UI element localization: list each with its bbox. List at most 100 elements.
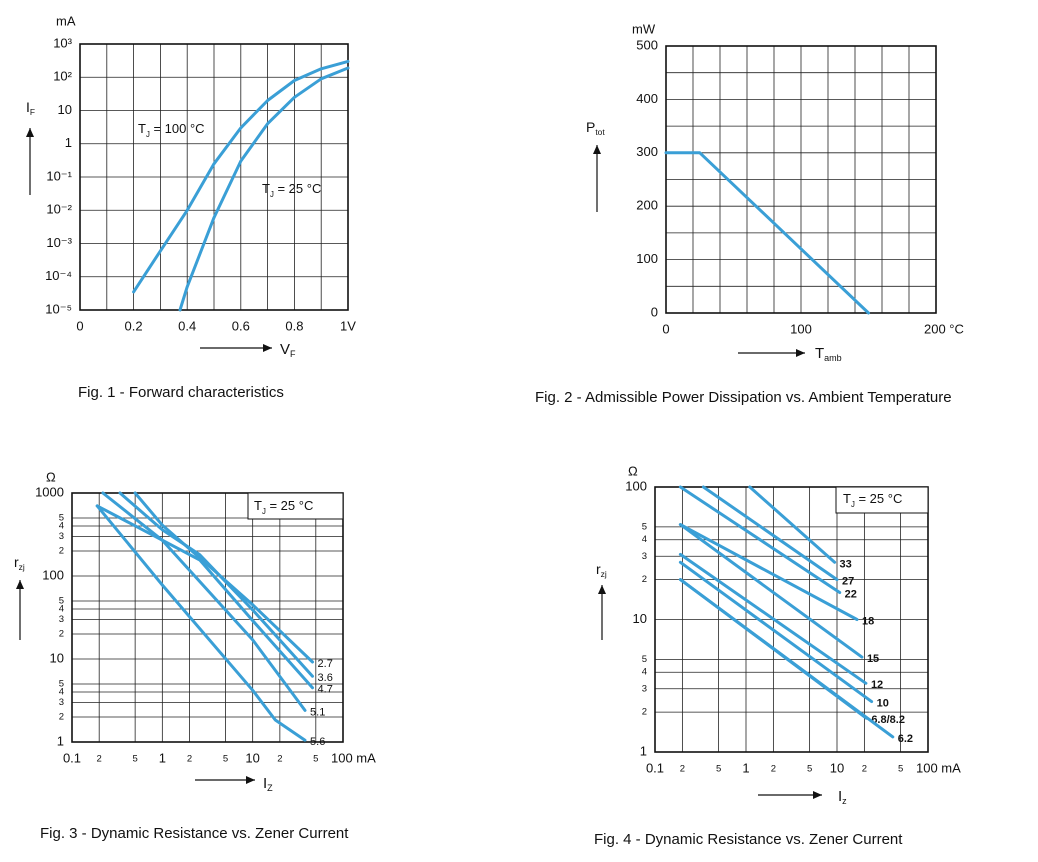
curve-label: 3.6	[318, 672, 333, 684]
arrow-head	[246, 776, 255, 784]
x-tick-label: 10	[245, 750, 259, 765]
x-tick-label: 2	[680, 764, 685, 775]
y-axis-label-sub: tot	[595, 127, 605, 137]
y-axis-label: rzj	[596, 561, 607, 580]
curve	[678, 523, 864, 659]
curve	[678, 485, 842, 594]
arrow-head	[796, 349, 805, 357]
note-box	[247, 492, 344, 520]
x-tick-label: 0.4	[178, 318, 196, 333]
x-tick-label: 0.1	[646, 760, 664, 775]
x-axis-label-sub: amb	[824, 353, 842, 363]
x-tick-label: 2	[277, 754, 282, 765]
y-tick-label: 10	[50, 650, 64, 665]
y-tick-label: 1	[57, 733, 64, 748]
x-axis-label: IZ	[263, 775, 273, 793]
curve	[701, 485, 839, 582]
curve	[678, 560, 874, 704]
x-axis-label-sub: F	[290, 349, 296, 359]
x-axis-label-main: T	[815, 345, 824, 362]
y-axis-label: rzj	[14, 554, 25, 573]
y-tick-label: 4	[59, 521, 64, 532]
y-tick-label: 3	[642, 551, 647, 562]
y-tick-label: 3	[642, 683, 647, 694]
y-tick-label: 1000	[35, 484, 64, 499]
curve-label: 12	[871, 679, 883, 691]
y-tick-label: 200	[636, 198, 658, 213]
y-axis-label-main: r	[14, 554, 19, 570]
curve-label: 27	[842, 576, 854, 588]
annotation: TJ = 25 °C	[262, 181, 321, 198]
y-tick-label: 10²	[53, 69, 72, 84]
y-tick-label: 100	[42, 567, 64, 582]
y-tick-label: 1	[640, 743, 647, 758]
y-tick-label: 10⁻¹	[46, 168, 72, 183]
figure-caption: Fig. 1 - Forward characteristics	[78, 384, 284, 401]
x-tick-label: 100 mA	[331, 750, 376, 765]
y-tick-label: 10⁻⁴	[45, 268, 72, 283]
annotation-sub: J	[146, 130, 150, 139]
y-tick-label: 4	[642, 667, 647, 678]
y-tick-label: 5	[642, 521, 647, 532]
plot-frame	[665, 45, 937, 314]
curve	[101, 491, 314, 690]
x-tick-label: 200 °C	[924, 321, 964, 336]
y-axis-label-sub: F	[30, 107, 35, 117]
y-axis-label-sub: zj	[601, 569, 607, 579]
curve	[664, 151, 870, 315]
curve-label: 10	[877, 698, 889, 710]
curve	[118, 491, 314, 678]
y-tick-label: 400	[636, 91, 658, 106]
curve-label: 33	[840, 558, 852, 570]
y-axis-label-main: P	[586, 119, 595, 135]
x-tick-label: 100	[790, 321, 812, 336]
x-tick-label: 5	[716, 764, 721, 775]
curve-label: 22	[845, 588, 857, 600]
y-tick-label: 0	[651, 304, 658, 319]
y-tick-label: 10³	[53, 35, 72, 50]
curve-label: 18	[862, 615, 874, 627]
annotation-rest: = 100 °C	[150, 121, 205, 136]
curve	[748, 485, 837, 564]
arrow-head	[263, 344, 272, 352]
x-tick-label: 0.8	[285, 318, 303, 333]
annotation-main: T	[262, 181, 270, 196]
curve	[678, 578, 895, 739]
curve	[178, 66, 350, 312]
y-unit: mW	[632, 21, 656, 36]
y-tick-label: 4	[59, 687, 64, 698]
y-tick-label: 500	[636, 37, 658, 52]
x-tick-label: 5	[313, 754, 318, 765]
x-tick-label: 2	[97, 754, 102, 765]
arrow-head	[813, 791, 822, 799]
annotation-rest: = 25 °C	[274, 181, 321, 196]
x-axis-label-main: I	[263, 775, 267, 792]
x-tick-label: 5	[898, 764, 903, 775]
y-axis-label-main: r	[596, 561, 601, 577]
annotation: TJ = 25 °C	[843, 491, 902, 508]
y-tick-label: 3	[59, 614, 64, 625]
y-unit: Ω	[628, 463, 638, 478]
plot-frame	[654, 486, 929, 753]
annotation-sub: J	[270, 190, 274, 199]
annotation-main: T	[843, 491, 851, 506]
y-tick-label: 4	[642, 534, 647, 545]
x-axis-label-main: I	[838, 788, 842, 805]
y-tick-label: 4	[59, 604, 64, 615]
arrow-head	[593, 145, 601, 154]
annotation-rest: = 25 °C	[855, 491, 902, 506]
x-tick-label: 2	[771, 764, 776, 775]
y-tick-label: 3	[59, 697, 64, 708]
x-tick-label: 5	[223, 754, 228, 765]
x-tick-label: 10	[830, 760, 844, 775]
y-tick-label: 100	[625, 478, 647, 493]
y-axis-label: Ptot	[586, 119, 605, 138]
x-tick-label: 1V	[340, 318, 356, 333]
plot-frame	[79, 43, 349, 311]
plot-frame	[71, 492, 344, 743]
y-axis-label-sub: zj	[19, 562, 25, 572]
y-tick-label: 5	[59, 513, 64, 524]
arrow-head	[26, 128, 34, 137]
x-axis-label-main: V	[280, 341, 290, 358]
x-axis-label-sub: Z	[267, 783, 273, 793]
